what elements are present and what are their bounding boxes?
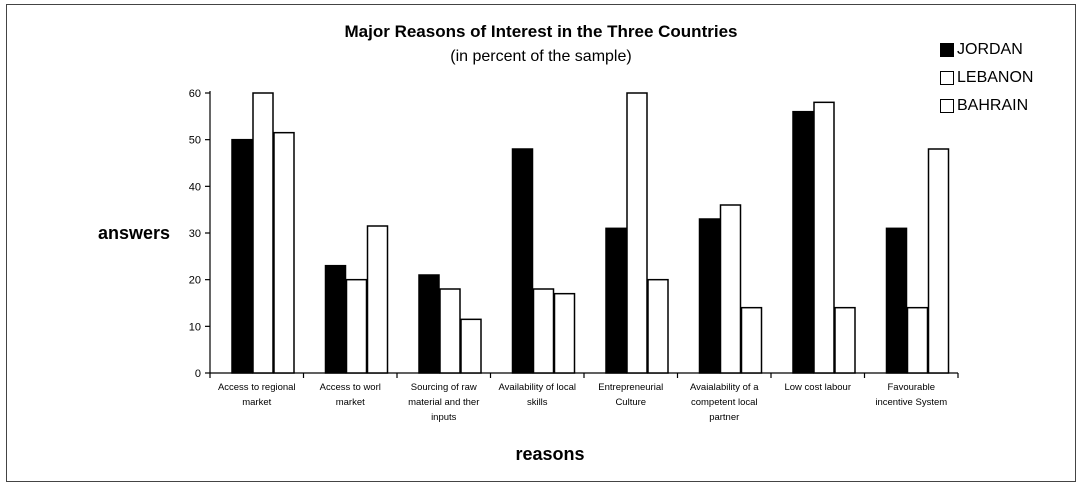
bar-lebanon-4 [626,92,648,374]
bar-bahrain-7 [927,148,950,374]
category-label: Availability of local [499,382,576,393]
category-label: competent local [691,397,758,408]
category-label: partner [709,412,739,423]
legend-item-bahrain: BAHRAIN [940,92,1033,120]
bar-jordan-0 [231,138,253,374]
chart-title: Major Reasons of Interest in the Three C… [344,22,738,41]
y-axis-label: answers [98,223,171,243]
bar-bahrain-0 [273,131,295,374]
bar-jordan-2 [418,274,440,374]
category-label: market [336,397,365,408]
legend-swatch-bahrain [940,99,954,113]
bar-bahrain-6 [834,306,856,374]
legend-label-jordan: JORDAN [957,41,1023,58]
y-tick-label: 40 [189,181,201,193]
x-axis-label: reasons [515,444,585,464]
bar-jordan-7 [885,227,908,374]
y-tick-label: 60 [189,88,201,100]
bar-bahrain-3 [553,292,576,374]
legend-item-lebanon: LEBANON [940,64,1033,92]
category-label: Access to regional [218,382,296,393]
y-tick-label: 0 [195,368,201,380]
category-label: Entrepreneurial [598,382,663,393]
chart-subtitle: (in percent of the sample) [450,48,632,65]
legend-swatch-jordan [940,43,954,57]
bar-lebanon-2 [439,288,461,374]
bar-lebanon-0 [252,92,274,374]
bar-jordan-4 [605,227,627,374]
category-label: Favourable [887,382,935,393]
legend-label-lebanon: LEBANON [957,69,1034,86]
category-label: Sourcing of raw [411,382,477,393]
bar-jordan-6 [792,110,814,374]
bar-lebanon-7 [906,306,929,374]
category-label: Access to worl [320,382,381,393]
bar-bahrain-2 [460,318,482,374]
y-tick-label: 50 [189,135,201,147]
bar-jordan-3 [511,148,534,374]
bar-jordan-1 [324,264,347,374]
category-label: Low cost labour [784,382,851,393]
category-label: inputs [431,412,457,423]
bar-bahrain-5 [740,306,763,374]
bar-bahrain-1 [366,225,389,374]
legend-item-jordan: JORDAN [940,36,1033,64]
legend-swatch-lebanon [940,71,954,85]
category-label: market [242,397,271,408]
bar-lebanon-1 [345,278,368,374]
category-label: material and ther [408,397,479,408]
bar-lebanon-6 [813,101,835,374]
y-tick-label: 20 [189,275,201,287]
y-tick-label: 30 [189,228,201,240]
bar-bahrain-4 [647,278,669,374]
bar-jordan-5 [698,218,721,374]
y-tick-label: 10 [189,321,201,333]
legend: JORDAN LEBANON BAHRAIN [940,36,1033,120]
legend-label-bahrain: BAHRAIN [957,97,1029,114]
category-label: Culture [615,397,646,408]
category-label: skills [527,397,548,408]
bar-lebanon-5 [719,204,742,374]
bar-lebanon-3 [532,288,555,374]
category-label: Avaialability of a [690,382,759,393]
category-label: incentive System [875,397,947,408]
